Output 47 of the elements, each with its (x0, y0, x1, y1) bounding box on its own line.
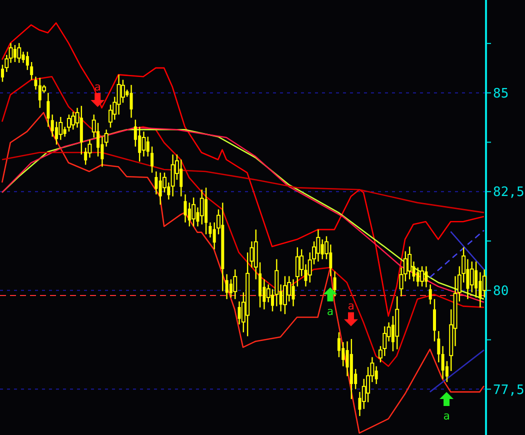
candlestick (142, 130, 146, 158)
annotation: a (326, 304, 334, 318)
point (440, 392, 454, 406)
candlestick (120, 79, 125, 104)
candlestick (342, 342, 345, 367)
candlestick (316, 228, 320, 262)
y-tick-label: 80 (493, 284, 509, 300)
candlestick (233, 268, 238, 300)
annotation: a (94, 80, 101, 94)
candlestick (66, 114, 71, 132)
candlestick (50, 114, 54, 138)
candlestick (192, 196, 196, 227)
y-tick-label: 77,5 (493, 382, 524, 398)
y-tick-label: 82,5 (493, 185, 524, 200)
annotation: a (443, 410, 450, 423)
candlestick (130, 84, 133, 118)
candlestick (170, 154, 175, 197)
candlestick (116, 74, 121, 116)
line-series (1, 22, 485, 317)
point (323, 287, 338, 302)
line-series (1, 112, 485, 434)
candlestick (184, 194, 187, 224)
candlestick (282, 276, 287, 315)
candlestick (17, 42, 22, 64)
candlestick (333, 270, 336, 297)
candlestick (71, 111, 76, 130)
candlestick (58, 116, 63, 140)
line-series (1, 76, 485, 367)
candlestick (154, 170, 158, 195)
candlestick (420, 266, 424, 288)
candlestick (428, 284, 432, 305)
candlestick (433, 298, 436, 342)
candlestick (138, 126, 142, 162)
candlestick (46, 92, 50, 128)
candlestick (337, 332, 340, 358)
y-tick-label: 85 (493, 86, 509, 102)
candlestick (208, 222, 212, 238)
candlestick (84, 147, 88, 166)
candlestick (150, 146, 154, 174)
candlestick (295, 246, 300, 288)
candlestick (30, 61, 34, 80)
candlestick (225, 274, 228, 300)
annotation: a (348, 300, 354, 313)
point (344, 312, 358, 326)
candlestick (408, 246, 412, 280)
point (90, 92, 105, 107)
candlestick (26, 51, 29, 71)
